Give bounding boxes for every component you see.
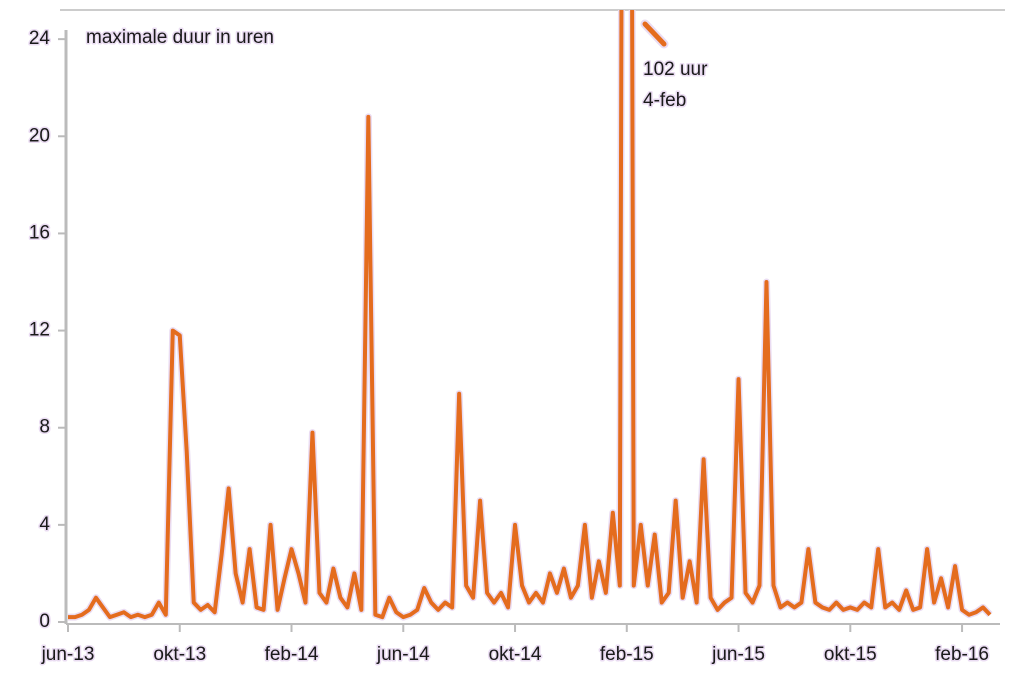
x-tick-label: okt-13 bbox=[153, 644, 206, 665]
x-tick-label: okt-15 bbox=[824, 644, 877, 665]
y-tick-label: 8 bbox=[39, 417, 50, 438]
x-tick-label: feb-14 bbox=[265, 644, 319, 665]
line-halo bbox=[68, 10, 993, 621]
plot-area bbox=[68, 10, 993, 621]
y-tick-label: 16 bbox=[29, 222, 50, 243]
x-tick-label: jun-14 bbox=[376, 644, 430, 665]
series-label: maximale duur in uren bbox=[86, 27, 274, 48]
annotation: 102 uur bbox=[643, 59, 708, 80]
y-tick-label: 24 bbox=[29, 28, 51, 49]
y-tick-label: 4 bbox=[39, 514, 50, 535]
x-tick-label: jun-13 bbox=[41, 644, 95, 665]
annotation-arrow bbox=[642, 21, 667, 47]
y-tick-label: 20 bbox=[29, 125, 50, 146]
x-tick-label: okt-14 bbox=[489, 644, 542, 665]
annotation: 4-feb bbox=[643, 90, 686, 111]
y-tick-label: 0 bbox=[39, 611, 50, 632]
line bbox=[68, 10, 992, 620]
x-tick-label: feb-15 bbox=[600, 644, 654, 665]
y-tick-label: 12 bbox=[29, 320, 50, 341]
x-tick-label: jun-15 bbox=[711, 644, 765, 665]
x-tick-label: feb-16 bbox=[935, 644, 989, 665]
